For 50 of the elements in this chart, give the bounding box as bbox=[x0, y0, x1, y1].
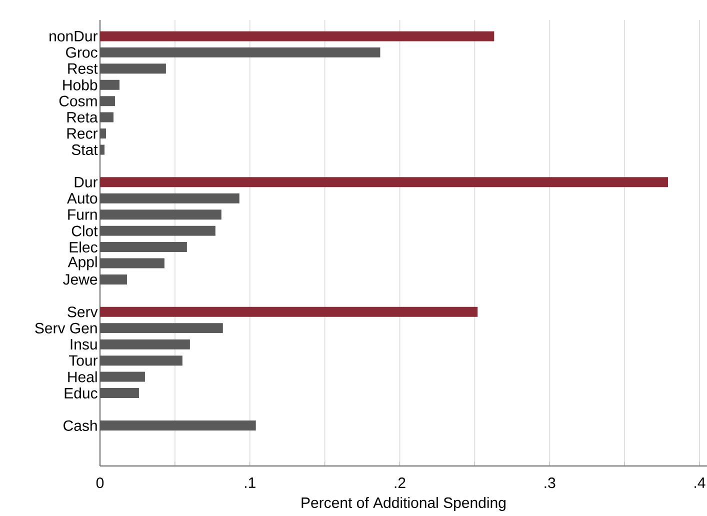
bar bbox=[100, 210, 222, 220]
bar bbox=[100, 242, 187, 252]
y-tick-label: nonDur bbox=[50, 30, 98, 42]
x-axis-title: Percent of Additional Spending bbox=[302, 497, 506, 511]
bar bbox=[100, 31, 494, 42]
y-tick-label: Elec bbox=[70, 242, 98, 253]
bar bbox=[100, 274, 127, 284]
y-tick-label: Furn bbox=[68, 209, 97, 220]
y-tick-label: Stat bbox=[72, 144, 98, 156]
bar bbox=[100, 96, 115, 106]
y-tick-label: Auto bbox=[66, 193, 98, 204]
y-tick-label: Rest bbox=[68, 63, 98, 74]
x-tick-label: .1 bbox=[244, 478, 256, 488]
bar bbox=[100, 258, 164, 268]
y-tick-label: Tour bbox=[68, 355, 98, 366]
x-tick-label: .3 bbox=[544, 478, 556, 488]
y-tick-label: Jewe bbox=[63, 274, 98, 285]
bar bbox=[100, 339, 190, 350]
bar bbox=[100, 64, 166, 74]
bar bbox=[100, 177, 668, 188]
y-tick-label: Insu bbox=[70, 339, 97, 350]
bar bbox=[100, 193, 240, 204]
y-tick-label: Hobb bbox=[63, 79, 98, 90]
y-tick-label: Heal bbox=[68, 371, 97, 382]
y-tick-label: Appl bbox=[68, 256, 97, 270]
y-tick-label: Groc bbox=[66, 47, 98, 58]
bar bbox=[100, 323, 223, 334]
bar bbox=[100, 128, 106, 139]
y-tick-label: Cosm bbox=[59, 96, 97, 106]
x-tick-label: .4 bbox=[694, 478, 706, 488]
y-tick-label: Recr bbox=[67, 128, 98, 139]
y-tick-label: Clot bbox=[72, 225, 98, 236]
y-tick-label: Educ bbox=[64, 388, 98, 399]
bar bbox=[100, 306, 478, 317]
y-tick-label: Reta bbox=[67, 112, 98, 123]
y-tick-label: Serv bbox=[68, 306, 98, 318]
bar bbox=[100, 388, 139, 398]
bar bbox=[100, 226, 216, 236]
bar bbox=[100, 112, 114, 122]
bar bbox=[100, 372, 145, 382]
y-tick-label: Dur bbox=[74, 176, 98, 188]
x-tick-label: 0 bbox=[96, 478, 104, 488]
bar bbox=[100, 420, 256, 430]
bar bbox=[100, 80, 120, 90]
bar bbox=[100, 144, 104, 155]
y-tick-label: Serv Gen bbox=[35, 322, 97, 334]
y-tick-label: Cash bbox=[64, 420, 97, 431]
bar bbox=[100, 47, 380, 58]
x-tick-label: .2 bbox=[394, 478, 406, 488]
bar bbox=[100, 356, 182, 366]
